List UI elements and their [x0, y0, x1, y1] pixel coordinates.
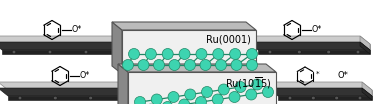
Polygon shape	[2, 44, 134, 50]
Circle shape	[229, 92, 240, 103]
Circle shape	[335, 96, 338, 100]
Polygon shape	[112, 22, 256, 30]
Circle shape	[179, 99, 190, 104]
Circle shape	[12, 50, 16, 54]
Circle shape	[246, 59, 257, 71]
Circle shape	[89, 96, 93, 100]
Polygon shape	[112, 22, 122, 74]
Polygon shape	[128, 72, 276, 104]
Polygon shape	[122, 30, 256, 74]
Polygon shape	[128, 88, 138, 100]
Circle shape	[54, 96, 57, 100]
Circle shape	[262, 87, 274, 98]
Polygon shape	[248, 42, 370, 50]
Circle shape	[138, 59, 149, 71]
Polygon shape	[128, 82, 138, 96]
Polygon shape	[118, 64, 128, 104]
Circle shape	[120, 50, 124, 54]
Circle shape	[230, 48, 241, 59]
Circle shape	[146, 48, 156, 59]
Text: Ru(0001): Ru(0001)	[206, 34, 251, 44]
Circle shape	[18, 96, 22, 100]
Circle shape	[213, 48, 224, 59]
Circle shape	[356, 50, 360, 54]
Circle shape	[327, 50, 330, 54]
Polygon shape	[0, 36, 134, 44]
Circle shape	[196, 48, 207, 59]
Circle shape	[288, 96, 292, 100]
Polygon shape	[124, 36, 134, 50]
Circle shape	[246, 89, 257, 100]
Circle shape	[195, 97, 206, 104]
Circle shape	[246, 48, 257, 59]
Circle shape	[200, 59, 211, 71]
Circle shape	[168, 92, 179, 103]
Circle shape	[201, 87, 212, 98]
Polygon shape	[362, 88, 372, 100]
Circle shape	[129, 48, 139, 59]
Text: *: *	[316, 71, 320, 77]
Circle shape	[268, 50, 272, 54]
Circle shape	[218, 84, 229, 95]
Polygon shape	[0, 82, 138, 90]
Polygon shape	[0, 42, 134, 50]
Circle shape	[179, 48, 190, 59]
Circle shape	[84, 50, 88, 54]
Text: O*: O*	[338, 72, 349, 80]
Polygon shape	[258, 50, 370, 54]
Circle shape	[169, 59, 180, 71]
Polygon shape	[278, 90, 372, 96]
Text: O*: O*	[312, 25, 322, 35]
Polygon shape	[8, 90, 138, 96]
Polygon shape	[124, 42, 134, 54]
Text: O*: O*	[80, 72, 90, 80]
Circle shape	[48, 50, 52, 54]
Polygon shape	[268, 82, 372, 90]
Polygon shape	[0, 88, 138, 96]
Text: O*: O*	[72, 25, 82, 35]
Polygon shape	[258, 44, 370, 50]
Text: Ru(10$\mathregular{\overline{1}}$5): Ru(10$\mathregular{\overline{1}}$5)	[225, 76, 271, 91]
Circle shape	[184, 59, 195, 71]
Polygon shape	[248, 36, 370, 44]
Polygon shape	[278, 96, 372, 100]
Circle shape	[162, 48, 173, 59]
Circle shape	[151, 94, 162, 104]
Polygon shape	[362, 82, 372, 96]
Circle shape	[185, 89, 196, 100]
Circle shape	[153, 59, 164, 71]
Polygon shape	[8, 96, 138, 100]
Circle shape	[122, 59, 133, 71]
Polygon shape	[360, 42, 370, 54]
Circle shape	[124, 96, 128, 100]
Circle shape	[297, 50, 301, 54]
Circle shape	[231, 59, 242, 71]
Circle shape	[358, 96, 362, 100]
Polygon shape	[360, 36, 370, 50]
Polygon shape	[268, 88, 372, 96]
Circle shape	[252, 79, 263, 90]
Polygon shape	[118, 64, 276, 72]
Circle shape	[212, 94, 223, 104]
Polygon shape	[2, 50, 134, 54]
Circle shape	[135, 97, 146, 104]
Circle shape	[311, 96, 315, 100]
Circle shape	[215, 59, 226, 71]
Circle shape	[235, 82, 246, 92]
Circle shape	[162, 102, 173, 104]
